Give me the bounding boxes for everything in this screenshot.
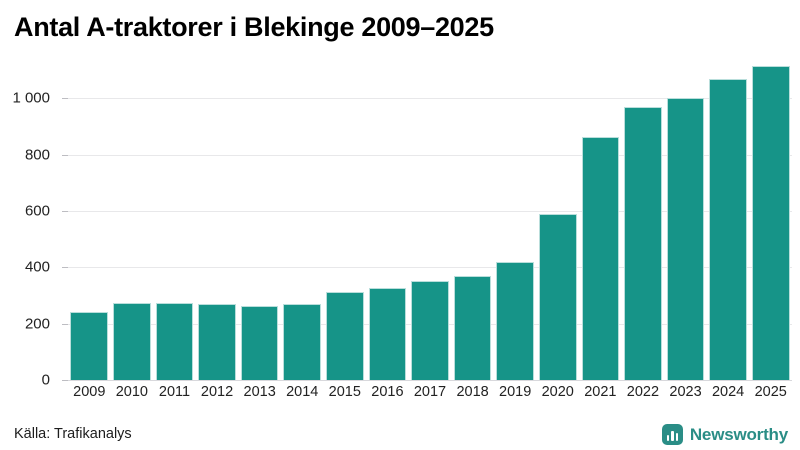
y-axis-tick-label: 0 bbox=[41, 371, 50, 389]
x-axis: 2009 2010 2011 2012 2013 2014 2015 2016 2017 2018… bbox=[68, 384, 792, 408]
bar[interactable] bbox=[368, 288, 407, 380]
bar[interactable] bbox=[283, 303, 322, 380]
bar[interactable] bbox=[453, 275, 492, 380]
newsworthy-logo: Newsworthy bbox=[661, 424, 788, 445]
bar[interactable] bbox=[113, 302, 151, 380]
x-axis-tick-label: 2023 bbox=[669, 384, 702, 400]
bar[interactable] bbox=[411, 280, 449, 380]
x-axis-tick-label: 2009 bbox=[73, 384, 106, 400]
bars-layer bbox=[68, 60, 792, 380]
chart-footer: Källa: Trafikanalys Newsworthy bbox=[0, 424, 800, 450]
x-axis-tick-label: 2016 bbox=[371, 384, 404, 400]
bar[interactable] bbox=[666, 98, 705, 380]
bar[interactable] bbox=[751, 66, 790, 380]
bar[interactable] bbox=[325, 292, 364, 380]
x-axis-tick-label: 2019 bbox=[499, 384, 532, 400]
x-axis-tick-label: 2010 bbox=[115, 384, 149, 400]
gridline-800 bbox=[68, 154, 792, 156]
plot-area: 0 200 400 600 800 1 000 bbox=[12, 60, 792, 389]
bar[interactable] bbox=[496, 262, 535, 380]
y-axis-tick-label: 1 000 bbox=[12, 89, 50, 107]
bar-chart-icon bbox=[661, 424, 683, 445]
x-axis-tick-label: 2011 bbox=[158, 384, 191, 400]
y-axis-tick-mark bbox=[62, 380, 68, 381]
chart-title: Antal A-traktorer i Blekinge 2009–2025 bbox=[14, 12, 494, 42]
y-axis-tick-label: 400 bbox=[24, 258, 50, 276]
y-axis-tick-label: 200 bbox=[24, 315, 50, 333]
y-axis-tick-mark bbox=[62, 98, 68, 100]
x-axis-tick-label: 2014 bbox=[286, 384, 319, 400]
x-axis-tick-label: 2020 bbox=[541, 384, 574, 400]
x-axis-tick-label: 2024 bbox=[711, 384, 745, 400]
x-axis-tick-label: 2025 bbox=[754, 384, 787, 400]
gridline-400 bbox=[68, 267, 792, 269]
bar[interactable] bbox=[198, 303, 236, 380]
x-axis-tick-label: 2012 bbox=[200, 384, 234, 400]
gridline-1000 bbox=[68, 98, 792, 100]
y-axis-tick-label: 600 bbox=[24, 202, 50, 220]
bar[interactable] bbox=[538, 213, 577, 380]
bar[interactable] bbox=[709, 78, 747, 380]
y-axis-tick-mark bbox=[62, 323, 68, 325]
y-axis-tick-label: 800 bbox=[24, 146, 50, 164]
bar[interactable] bbox=[240, 305, 279, 380]
gridline-600 bbox=[68, 210, 792, 212]
x-axis-tick-label: 2021 bbox=[584, 384, 617, 400]
y-axis-tick-mark bbox=[62, 210, 68, 212]
bar[interactable] bbox=[581, 136, 620, 380]
x-axis-tick-label: 2018 bbox=[456, 384, 489, 400]
source-note: Källa: Trafikanalys bbox=[14, 426, 132, 442]
bar[interactable] bbox=[70, 311, 109, 380]
y-axis-tick-mark bbox=[62, 267, 68, 269]
brand-name-label: Newsworthy bbox=[689, 424, 788, 444]
x-axis-tick-label: 2015 bbox=[328, 384, 361, 400]
x-axis-tick-label: 2017 bbox=[413, 384, 447, 400]
y-axis-tick-mark bbox=[62, 154, 68, 156]
bar[interactable] bbox=[155, 302, 194, 380]
x-axis-tick-label: 2022 bbox=[626, 384, 660, 400]
gridline-0 bbox=[68, 380, 792, 381]
bar[interactable] bbox=[624, 107, 662, 380]
x-axis-tick-label: 2013 bbox=[243, 384, 276, 400]
